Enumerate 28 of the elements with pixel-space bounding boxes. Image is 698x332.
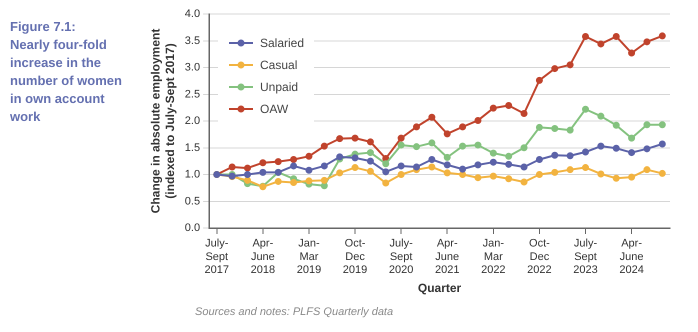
- x-tick-label: Jan-Mar 2019: [296, 238, 322, 276]
- source-note: Sources and notes: PLFS Quarterly data: [195, 306, 394, 318]
- x-tick-label: Apr-June 2021: [434, 238, 460, 276]
- y-axis-title: Change in absolute employment (indexed to July-Sept 2017): [148, 28, 177, 214]
- y-tick-label: 2.5: [184, 88, 200, 100]
- text: Nearly four-fold increase in the number of women in own account work: [10, 36, 123, 126]
- y-tick-label: 0.0: [184, 222, 200, 234]
- y-tick-label: 4.0: [184, 8, 200, 20]
- x-tick-label: July-Sept 2017: [204, 238, 230, 276]
- x-tick-label: Oct-Dec 2019: [342, 238, 368, 276]
- x-tick-label: Jan-Mar 2022: [481, 238, 506, 276]
- x-axis-title: Quarter: [418, 281, 462, 296]
- y-tick-label: 0.5: [184, 195, 200, 208]
- legend-label: Unpaid: [260, 80, 298, 94]
- x-tick-label: July-Sept 2020: [388, 238, 414, 276]
- legend-label: Salaried: [260, 36, 304, 50]
- x-tick-label: July-Sept 2023: [573, 238, 598, 276]
- legend-label: Casual: [260, 58, 298, 72]
- y-tick-label: 1.0: [184, 168, 200, 181]
- x-tick-label: Oct-Dec 2022: [527, 238, 552, 276]
- y-tick-label: 3.5: [184, 34, 200, 47]
- y-tick-label: 3.0: [184, 62, 200, 74]
- y-tick-label: 1.5: [184, 142, 200, 154]
- legend-label: OAW: [260, 102, 288, 116]
- x-tick-label: Apr-June 2018: [250, 238, 276, 276]
- text: Figure 7.1:: [10, 18, 77, 36]
- y-tick-label: 2.0: [184, 115, 200, 128]
- x-tick-label: Apr-June 2024: [619, 238, 644, 276]
